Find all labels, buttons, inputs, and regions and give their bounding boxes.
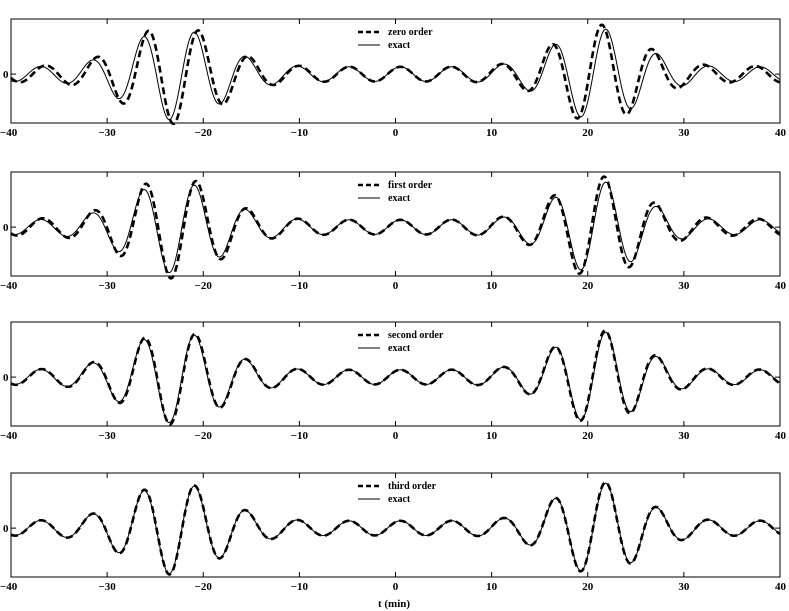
x-tick-label: −40 xyxy=(0,127,18,139)
x-tick-label: −20 xyxy=(195,430,213,442)
x-tick-label: −30 xyxy=(98,430,116,442)
x-tick-label: 30 xyxy=(678,430,690,442)
y-tick-label: 0 xyxy=(3,222,9,234)
series-approx-line xyxy=(10,329,781,426)
y-tick-label: 0 xyxy=(3,69,9,81)
x-tick-label: 20 xyxy=(582,581,594,593)
x-tick-label: −40 xyxy=(0,280,18,292)
x-tick-label: −40 xyxy=(0,430,18,442)
x-tick-label: 10 xyxy=(486,430,498,442)
x-tick-label: −30 xyxy=(98,280,116,292)
series-exact-line xyxy=(10,181,781,274)
x-tick-label: 40 xyxy=(775,430,787,442)
x-tick-label: −40 xyxy=(0,581,18,593)
y-tick-label: 0 xyxy=(3,372,9,384)
x-tick-label: −30 xyxy=(98,581,116,593)
x-tick-label: 10 xyxy=(486,127,498,139)
legend-label: exact xyxy=(388,193,411,204)
x-tick-label: 0 xyxy=(393,581,399,593)
legend-label: exact xyxy=(388,40,411,51)
x-tick-label: 40 xyxy=(775,581,787,593)
series-approx-line xyxy=(10,23,781,126)
x-tick-label: −10 xyxy=(291,280,309,292)
x-tick-label: 0 xyxy=(393,280,399,292)
chart-panel-4: −40 −30 −20 −10 0 10 20 30 40 0 third order exact xyxy=(0,472,787,593)
x-axis-label: t (min) xyxy=(378,598,410,610)
x-tick-label: −20 xyxy=(195,280,213,292)
legend-label: second order xyxy=(388,330,444,341)
legend-label: exact xyxy=(388,343,411,354)
x-tick-label: 30 xyxy=(678,581,690,593)
legend-label: first order xyxy=(388,180,433,191)
chart-panel-2: −40 −30 −20 −10 0 10 20 30 40 0 first order exact xyxy=(0,171,787,292)
legend-label: third order xyxy=(388,481,437,492)
x-tick-label: 20 xyxy=(582,127,594,139)
x-tick-label: 20 xyxy=(582,280,594,292)
x-tick-label: −20 xyxy=(195,127,213,139)
legend-label: exact xyxy=(388,494,411,505)
series-approx-line xyxy=(10,481,781,576)
chart-panel-1: −40 −30 −20 −10 0 10 20 30 40 0 zero order exact xyxy=(0,18,787,139)
x-tick-label: 30 xyxy=(678,127,690,139)
chart-panel-3: −40 −30 −20 −10 0 10 20 30 40 0 second order exact xyxy=(0,321,787,442)
x-tick-label: 0 xyxy=(393,127,399,139)
y-tick-label: 0 xyxy=(3,523,9,535)
x-tick-label: 0 xyxy=(393,430,399,442)
x-tick-label: 40 xyxy=(775,127,787,139)
x-tick-label: 20 xyxy=(582,430,594,442)
x-tick-label: 10 xyxy=(486,280,498,292)
x-tick-label: −10 xyxy=(291,127,309,139)
x-tick-label: −30 xyxy=(98,127,116,139)
x-tick-label: 10 xyxy=(486,581,498,593)
x-tick-label: −20 xyxy=(195,581,213,593)
x-tick-label: −10 xyxy=(291,430,309,442)
series-approx-line xyxy=(10,175,781,280)
series-exact-line xyxy=(10,28,781,121)
x-tick-label: −10 xyxy=(291,581,309,593)
legend-label: zero order xyxy=(388,27,433,38)
x-tick-label: 30 xyxy=(678,280,690,292)
x-tick-label: 40 xyxy=(775,280,787,292)
